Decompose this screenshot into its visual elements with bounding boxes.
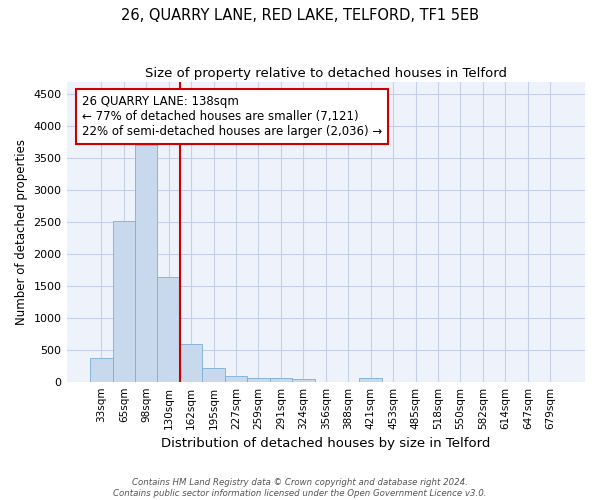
Bar bbox=[359, 378, 382, 382]
Bar bbox=[247, 378, 269, 382]
Bar bbox=[135, 146, 157, 382]
Bar bbox=[113, 222, 135, 382]
Title: Size of property relative to detached houses in Telford: Size of property relative to detached ho… bbox=[145, 68, 507, 80]
Bar bbox=[225, 376, 247, 382]
Text: 26, QUARRY LANE, RED LAKE, TELFORD, TF1 5EB: 26, QUARRY LANE, RED LAKE, TELFORD, TF1 … bbox=[121, 8, 479, 22]
Y-axis label: Number of detached properties: Number of detached properties bbox=[15, 138, 28, 324]
Bar bbox=[292, 379, 314, 382]
Bar bbox=[202, 368, 225, 382]
Bar bbox=[180, 344, 202, 382]
Bar bbox=[90, 358, 113, 382]
Text: Contains HM Land Registry data © Crown copyright and database right 2024.
Contai: Contains HM Land Registry data © Crown c… bbox=[113, 478, 487, 498]
X-axis label: Distribution of detached houses by size in Telford: Distribution of detached houses by size … bbox=[161, 437, 490, 450]
Bar bbox=[157, 277, 180, 382]
Text: 26 QUARRY LANE: 138sqm
← 77% of detached houses are smaller (7,121)
22% of semi-: 26 QUARRY LANE: 138sqm ← 77% of detached… bbox=[82, 95, 382, 138]
Bar bbox=[269, 378, 292, 382]
